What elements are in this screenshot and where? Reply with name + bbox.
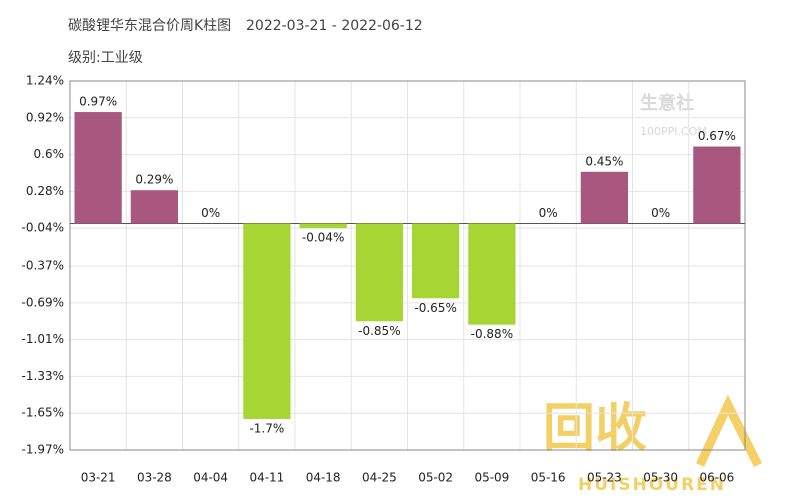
x-tick-label: 03-21 (81, 471, 116, 485)
value-label: 0.29% (135, 173, 173, 187)
value-label: 0.97% (79, 95, 117, 109)
value-label: 0.67% (698, 129, 736, 143)
chart-subtitle: 级别:工业级 (68, 50, 143, 66)
bar (130, 190, 178, 224)
y-tick-label: 0.92% (26, 110, 64, 124)
date-range: 2022-03-21 - 2022-06-12 (246, 18, 423, 34)
x-tick-label: 04-11 (249, 471, 284, 485)
x-tick-label: 04-25 (362, 471, 397, 485)
value-label: 0% (539, 206, 558, 220)
watermark: 回收 (543, 399, 647, 459)
x-tick-label: 05-23 (587, 471, 622, 485)
watermark: HUISHOUREN (578, 475, 726, 495)
y-tick-label: -1.97% (22, 443, 64, 457)
y-tick-label: -1.65% (22, 406, 64, 420)
plot-frame (69, 80, 746, 451)
watermark: 生意社 (640, 92, 694, 114)
value-label: 0% (651, 206, 670, 220)
x-tick-label: 04-18 (306, 471, 341, 485)
x-tick-label: 05-02 (418, 471, 453, 485)
value-label: -0.88% (471, 327, 513, 341)
y-tick-label: -0.37% (22, 259, 64, 273)
y-tick-label: -0.69% (22, 295, 64, 309)
x-tick-label: 03-28 (137, 471, 172, 485)
bar (355, 223, 403, 322)
bar (468, 223, 516, 325)
x-tick-label: 05-30 (643, 471, 678, 485)
value-label: -0.04% (302, 231, 344, 245)
x-tick-label: 05-16 (531, 471, 566, 485)
y-tick-label: 0.28% (26, 184, 64, 198)
value-label: 0% (201, 206, 220, 220)
y-tick-label: -0.04% (22, 221, 64, 235)
bar (580, 171, 628, 224)
value-label: -1.7% (249, 421, 284, 435)
y-tick-label: 1.24% (26, 74, 64, 88)
x-tick-label: 06-06 (699, 471, 734, 485)
y-tick-label: -1.01% (22, 332, 64, 346)
y-tick-label: -1.33% (22, 369, 64, 383)
bar (412, 223, 460, 299)
watermark-logo (695, 394, 763, 468)
x-tick-label: 05-09 (474, 471, 509, 485)
chart-title: 碳酸锂华东混合价周K柱图 (68, 18, 231, 34)
bar (243, 223, 291, 419)
bar (693, 146, 741, 224)
watermark: 100PPI.COM (640, 125, 707, 138)
value-label: 0.45% (585, 154, 623, 168)
x-tick-label: 04-04 (193, 471, 228, 485)
bar (74, 112, 122, 224)
bar (299, 223, 347, 229)
value-label: -0.85% (358, 324, 400, 338)
value-label: -0.65% (414, 301, 456, 315)
y-tick-label: 0.6% (34, 147, 65, 161)
